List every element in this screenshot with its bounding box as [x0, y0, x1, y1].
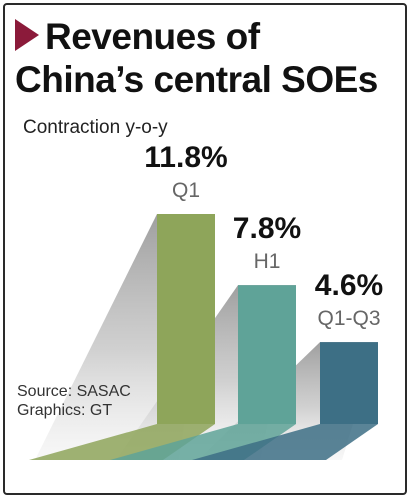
category-label-3: Q1-Q3: [317, 307, 380, 330]
value-label-3: 4.6%: [315, 269, 383, 302]
value-label-2: 7.8%: [233, 212, 301, 245]
category-label-1: Q1: [172, 179, 200, 202]
bar-floor-3: [192, 424, 378, 460]
title-line-2: China’s central SOEs: [15, 59, 378, 100]
chart-title: Revenues of China’s central SOEs: [15, 15, 378, 101]
triangle-marker-icon: [15, 19, 39, 51]
bar-floors: [29, 424, 378, 460]
bar-labels: 11.8% Q1 7.8% H1 4.6% Q1-Q3: [144, 141, 383, 330]
chart-subtitle: Contraction y-o-y: [23, 117, 168, 138]
bar-2: [238, 285, 296, 424]
bar-1: [157, 214, 215, 424]
source-text: Source: SASAC: [17, 383, 131, 400]
credits: Source: SASAC Graphics: GT: [17, 382, 197, 420]
bars: [157, 214, 378, 424]
graphics-credit: Graphics: GT: [17, 402, 113, 419]
value-label-1: 11.8%: [144, 141, 227, 174]
title-line-1: Revenues of: [45, 16, 260, 57]
category-label-2: H1: [254, 250, 281, 273]
bar-3: [320, 342, 378, 424]
